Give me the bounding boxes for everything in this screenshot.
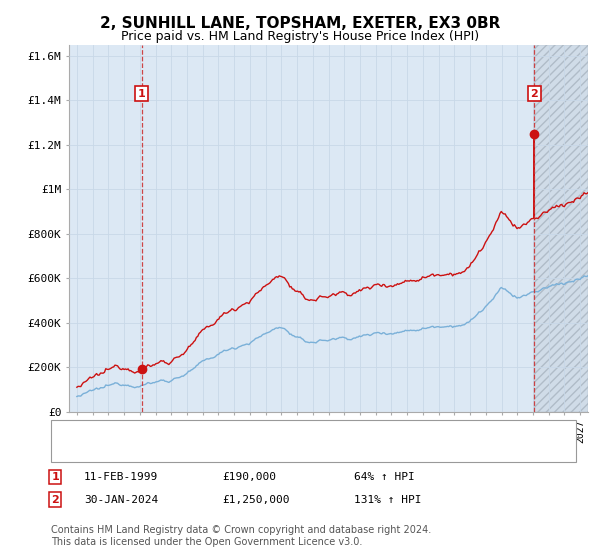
Text: 2, SUNHILL LANE, TOPSHAM, EXETER, EX3 0BR: 2, SUNHILL LANE, TOPSHAM, EXETER, EX3 0B…	[100, 16, 500, 31]
Text: ──: ──	[57, 426, 72, 439]
Text: 2: 2	[530, 88, 538, 99]
Text: 1: 1	[137, 88, 145, 99]
Text: Contains HM Land Registry data © Crown copyright and database right 2024.
This d: Contains HM Land Registry data © Crown c…	[51, 525, 431, 547]
Text: £190,000: £190,000	[222, 472, 276, 482]
Text: 1: 1	[52, 472, 59, 482]
Text: Price paid vs. HM Land Registry's House Price Index (HPI): Price paid vs. HM Land Registry's House …	[121, 30, 479, 43]
Bar	[534, 45, 588, 412]
Text: 2, SUNHILL LANE, TOPSHAM, EXETER, EX3 0BR (detached house): 2, SUNHILL LANE, TOPSHAM, EXETER, EX3 0B…	[75, 427, 413, 437]
Bar	[534, 45, 588, 412]
Text: £1,250,000: £1,250,000	[222, 494, 290, 505]
Text: 11-FEB-1999: 11-FEB-1999	[84, 472, 158, 482]
Text: HPI: Average price, detached house, Exeter: HPI: Average price, detached house, Exet…	[75, 445, 301, 455]
Text: ──: ──	[57, 444, 72, 457]
Text: 131% ↑ HPI: 131% ↑ HPI	[354, 494, 421, 505]
Text: 2: 2	[52, 494, 59, 505]
Text: 64% ↑ HPI: 64% ↑ HPI	[354, 472, 415, 482]
Text: 30-JAN-2024: 30-JAN-2024	[84, 494, 158, 505]
